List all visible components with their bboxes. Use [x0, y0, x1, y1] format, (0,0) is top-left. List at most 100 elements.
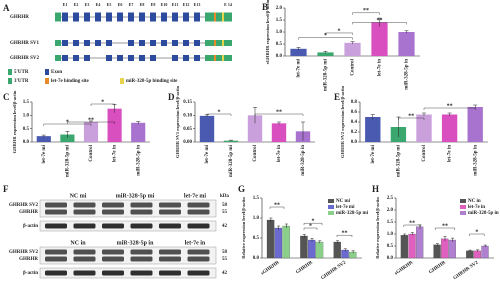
x-tick-label: miR-328-5p mi	[397, 144, 402, 177]
legend-label: let-7e mi	[336, 205, 355, 210]
sig-bracket	[303, 223, 323, 226]
protein-label: GHRHR	[19, 210, 38, 215]
x-tick-label: miR-328-5p mi	[229, 144, 234, 177]
x-tick-label: miR-328-5p in	[405, 59, 410, 90]
bar	[317, 52, 334, 56]
exon	[161, 40, 167, 46]
x-tick-label: let-7e mi	[297, 58, 302, 77]
sig-bracket	[269, 206, 285, 209]
x-tick-label: let-7e in	[113, 145, 118, 162]
exon-label: E7	[129, 2, 134, 7]
legend-swatch	[8, 78, 12, 84]
exon	[172, 40, 178, 46]
band	[102, 209, 124, 215]
exon	[84, 40, 90, 46]
exon	[106, 40, 112, 46]
x-tick-label: GHRHR SV2	[453, 260, 480, 281]
utr3	[205, 12, 232, 22]
y-tick-label: 1.5	[253, 196, 260, 201]
exon	[128, 40, 134, 46]
band	[159, 270, 181, 276]
x-tick-label: let-7e mi	[205, 144, 210, 163]
utr5	[55, 40, 61, 46]
bar	[223, 140, 239, 142]
exon-label: E3	[85, 2, 90, 7]
bar	[290, 48, 307, 56]
exon	[183, 40, 189, 46]
bar	[441, 238, 449, 259]
x-tick-label: let-7e mi	[42, 144, 47, 163]
legend-label: miR-328-5p binding site	[126, 79, 178, 84]
band	[159, 256, 181, 262]
y-axis-title: Relative expression level/β-actin	[375, 197, 380, 259]
exon	[73, 40, 79, 46]
y-tick-label: 2.5	[387, 196, 394, 201]
band	[73, 270, 96, 276]
protein-label: GHRHR SV2	[9, 203, 39, 208]
band	[187, 209, 210, 215]
band	[102, 223, 124, 229]
band	[102, 202, 124, 208]
sig-label: *	[218, 109, 221, 115]
size-label: 42	[222, 224, 228, 229]
sig-label: **	[377, 18, 383, 24]
bar	[271, 123, 287, 142]
lane-label: miR-328-5p mi	[116, 193, 155, 199]
panel-label: C	[3, 92, 10, 102]
band	[187, 249, 210, 255]
bar	[400, 235, 409, 259]
legend-label: NC mi	[336, 199, 351, 204]
bar	[83, 122, 99, 142]
band	[102, 270, 124, 276]
bar	[315, 241, 324, 259]
unit-label: kDa	[220, 194, 229, 199]
sig-bracket	[352, 22, 407, 25]
bar	[467, 107, 483, 142]
x-tick-label: miR-328-5p mi	[324, 58, 329, 91]
x-tick-label: miR-328-5p in	[301, 145, 306, 176]
mir328-site	[222, 40, 224, 46]
bar	[398, 32, 415, 56]
sig-label: *	[338, 28, 341, 34]
legend-swatch	[328, 205, 334, 209]
band	[159, 223, 181, 229]
legend-label: miR-328-5p mi	[336, 211, 369, 216]
exon	[194, 12, 200, 22]
band	[187, 256, 210, 262]
y-tick-label: 1.5	[387, 220, 394, 225]
bar	[481, 245, 489, 259]
bar	[107, 108, 122, 142]
y-tick-label: 1.0	[276, 30, 283, 35]
legend-label: let-7e in	[468, 205, 485, 210]
bar	[448, 239, 456, 259]
sig-label: **	[274, 202, 280, 208]
band	[45, 270, 67, 276]
sig-bracket	[325, 32, 353, 35]
sig-label: **	[363, 8, 369, 14]
sig-label: *	[312, 219, 315, 225]
x-tick-label: sGHRHR	[394, 260, 414, 276]
y-tick-label: 0.10	[183, 113, 192, 118]
utr5	[55, 55, 61, 61]
sig-bracket	[336, 235, 353, 238]
exon	[172, 12, 178, 22]
y-tick-label: 2.0	[276, 6, 283, 11]
bar	[344, 42, 361, 56]
exon	[139, 40, 145, 46]
legend-label: miR-328-5p in	[468, 211, 499, 216]
exon	[117, 55, 123, 61]
legend-label: NC in	[468, 199, 481, 204]
exon	[150, 40, 156, 46]
exon	[128, 12, 134, 22]
band	[73, 202, 96, 208]
band	[187, 270, 210, 276]
legend-label: Exon	[51, 70, 62, 75]
bar	[300, 235, 308, 259]
exon	[150, 55, 156, 61]
legend-swatch	[328, 211, 334, 215]
exon	[128, 55, 134, 61]
band	[130, 249, 153, 255]
sig-bracket	[469, 233, 485, 236]
transcript-label: GHRHR	[10, 15, 29, 20]
